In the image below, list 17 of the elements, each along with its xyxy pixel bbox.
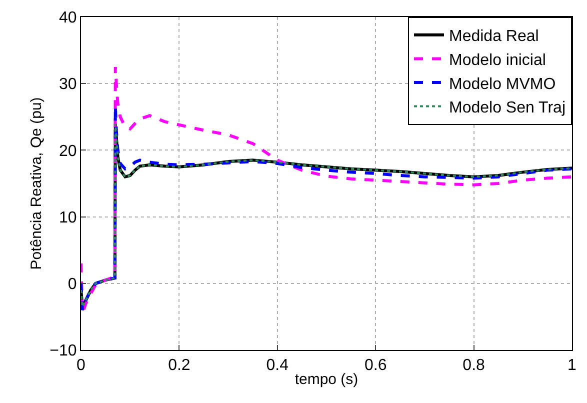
y-tick-label: 30 [59,76,77,94]
x-tick-label: 0.8 [462,357,486,374]
y-axis-title: Potência Reativa, Qe (pu) [28,97,45,270]
y-tick-label: 0 [68,276,77,293]
legend-label: Modelo MVMO [449,76,556,93]
legend-label: Modelo inicial [449,52,546,69]
x-tick-label: 0.2 [168,357,190,374]
x-tick-label: 0.6 [364,357,387,374]
y-tick-label: 40 [59,10,77,27]
y-tick-label: 20 [59,142,77,160]
x-tick-label: 1 [568,357,577,374]
y-tick-label: 10 [59,209,77,226]
legend-label: Modelo Sen Traj [449,100,566,117]
y-tick-label: −10 [50,342,77,360]
x-axis-title: tempo (s) [294,371,358,388]
x-tick-label: 0.4 [266,357,289,374]
legend-label: Medida Real [449,28,539,46]
